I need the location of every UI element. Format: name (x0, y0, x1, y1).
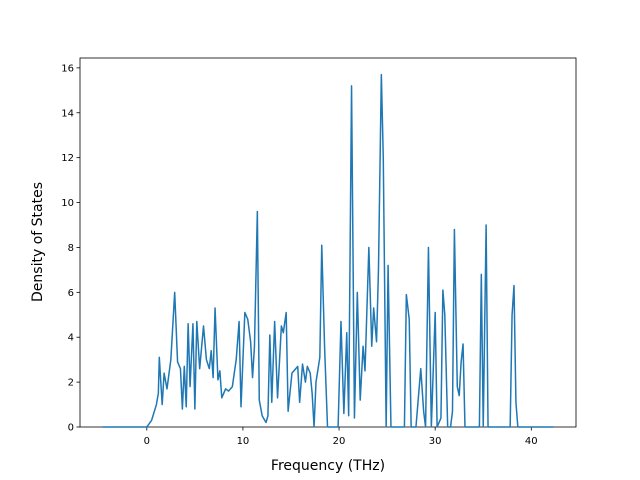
plot-frame (79, 57, 577, 428)
x-tick-label: 30 (429, 436, 442, 447)
y-tick-label: 2 (68, 378, 74, 389)
x-axis-label: Frequency (THz) (271, 458, 385, 474)
y-tick-label: 4 (68, 333, 74, 344)
y-axis-label: Density of States (30, 182, 46, 302)
y-tick-label: 8 (68, 243, 74, 254)
x-tick-label: 10 (237, 436, 250, 447)
y-tick-label: 6 (68, 288, 74, 299)
x-tick-label: 0 (144, 436, 150, 447)
y-tick-label: 12 (61, 153, 74, 164)
x-tick-label: 20 (333, 436, 346, 447)
x-tick-label: 40 (525, 436, 538, 447)
y-tick-label: 16 (61, 63, 74, 74)
line-series (102, 73, 554, 428)
y-tick-label: 10 (61, 198, 74, 209)
y-tick-label: 0 (68, 423, 74, 434)
y-tick-label: 14 (61, 108, 74, 119)
